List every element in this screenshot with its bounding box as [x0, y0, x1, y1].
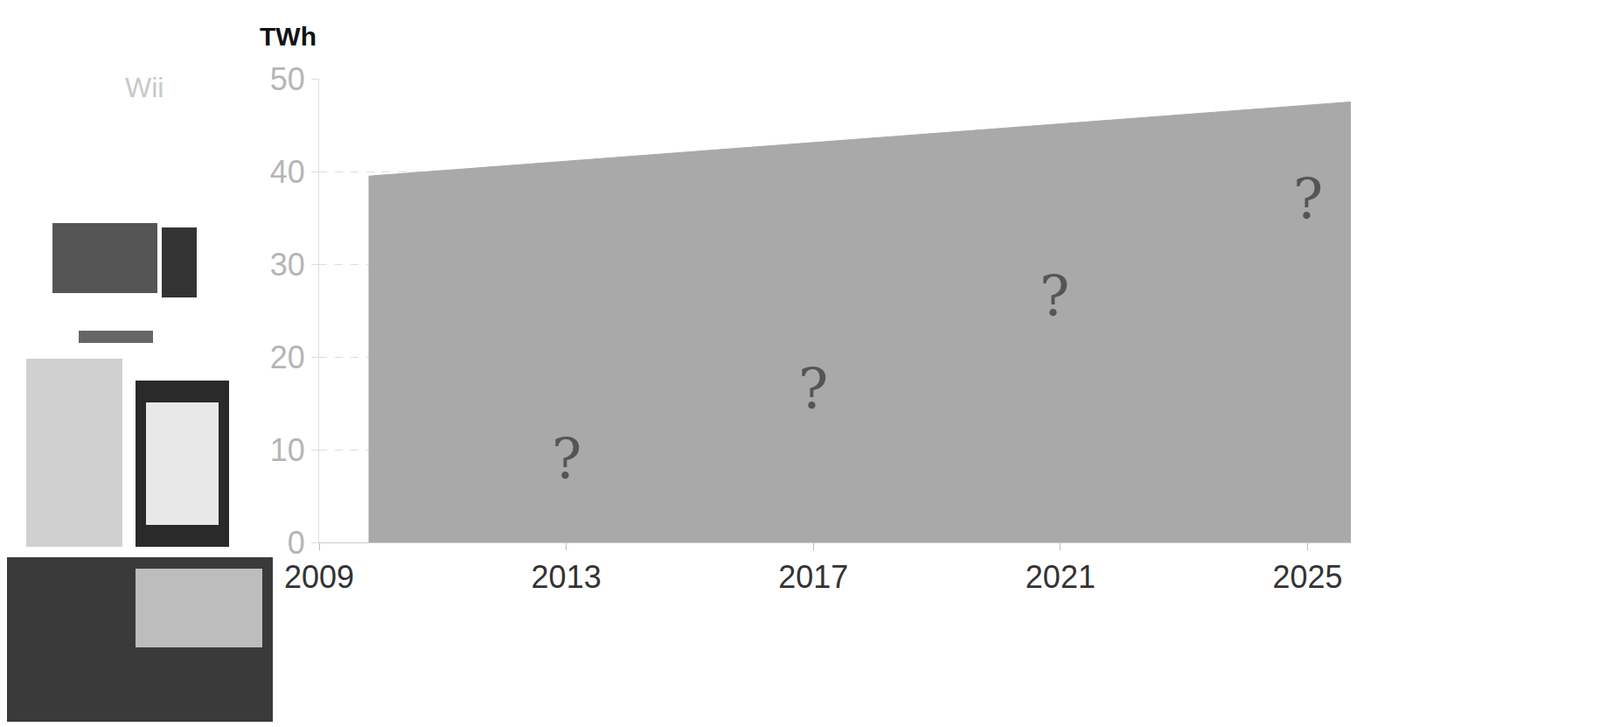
- svg-text:30: 30: [270, 246, 306, 283]
- svg-text:?: ?: [1293, 166, 1323, 232]
- svg-text:2009: 2009: [284, 558, 355, 595]
- svg-text:10: 10: [270, 431, 306, 468]
- svg-text:?: ?: [551, 426, 582, 492]
- svg-text:40: 40: [270, 153, 306, 190]
- svg-text:20: 20: [270, 339, 306, 376]
- svg-text:2013: 2013: [531, 558, 602, 595]
- svg-text:Wii: Wii: [125, 71, 164, 104]
- svg-text:?: ?: [1039, 264, 1070, 329]
- svg-text:2021: 2021: [1025, 558, 1096, 595]
- svg-text:2017: 2017: [778, 558, 849, 595]
- svg-text:0: 0: [287, 524, 306, 561]
- svg-text:50: 50: [270, 61, 306, 98]
- svg-text:TWh: TWh: [259, 21, 317, 51]
- svg-text:?: ?: [798, 356, 828, 422]
- svg-text:2025: 2025: [1272, 558, 1343, 595]
